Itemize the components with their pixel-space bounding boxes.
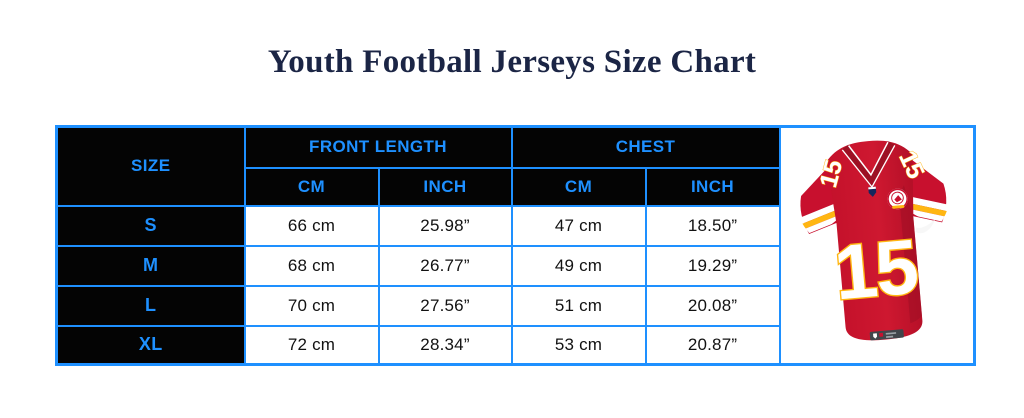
nike-swoosh-icon [915,218,935,233]
jersey-photo: 15 15 15 [778,125,976,366]
chest-cm-cell: 51 cm [510,284,647,327]
chest-inch-cell: 20.08” [644,284,781,327]
table-row-m: M 68 cm 26.77” 49 cm 19.29” [55,244,975,287]
size-cell: XL [55,324,246,366]
front-cm-cell: 72 cm [243,324,380,366]
front-inch-cell: 25.98” [377,204,513,247]
front-cm-cell: 66 cm [243,204,380,247]
table-row-xl: XL 72 cm 28.34” 53 cm 20.87” [55,324,975,366]
size-chart: SIZE FRONT LENGTH CHEST [55,125,977,366]
size-cell: S [55,204,246,247]
front-cm-cell: 70 cm [243,284,380,327]
subheader-front-inch: INCH [377,166,513,207]
table-row-l: L 70 cm 27.56” 51 cm 20.08” [55,284,975,327]
subheader-chest-inch: INCH [644,166,781,207]
chest-cm-cell: 49 cm [510,244,647,287]
front-inch-cell: 26.77” [377,244,513,287]
front-cm-cell: 68 cm [243,244,380,287]
chest-cm-cell: 53 cm [510,324,647,366]
chest-inch-cell: 20.87” [644,324,781,366]
size-chart-table: SIZE FRONT LENGTH CHEST [55,125,977,366]
chest-inch-cell: 18.50” [644,204,781,247]
chest-cm-cell: 47 cm [510,204,647,247]
size-cell: M [55,244,246,287]
subheader-chest-cm: CM [510,166,647,207]
chest-inch-cell: 19.29” [644,244,781,287]
front-inch-cell: 27.56” [377,284,513,327]
header-front-length: FRONT LENGTH [243,125,513,169]
chest-number: 15 [831,223,920,316]
chiefs-patch-icon [887,188,908,209]
table-row-s: S 66 cm 25.98” 47 cm 18.50” [55,204,975,247]
subheader-front-cm: CM [243,166,380,207]
header-size: SIZE [55,125,246,207]
front-inch-cell: 28.34” [377,324,513,366]
page-title: Youth Football Jerseys Size Chart [267,44,757,80]
nfl-shield-icon [868,186,877,197]
jersey-image: 15 15 15 [784,140,959,340]
jock-tag [869,328,904,340]
size-cell: L [55,284,246,327]
header-chest: CHEST [510,125,781,169]
side-mesh [898,184,922,323]
